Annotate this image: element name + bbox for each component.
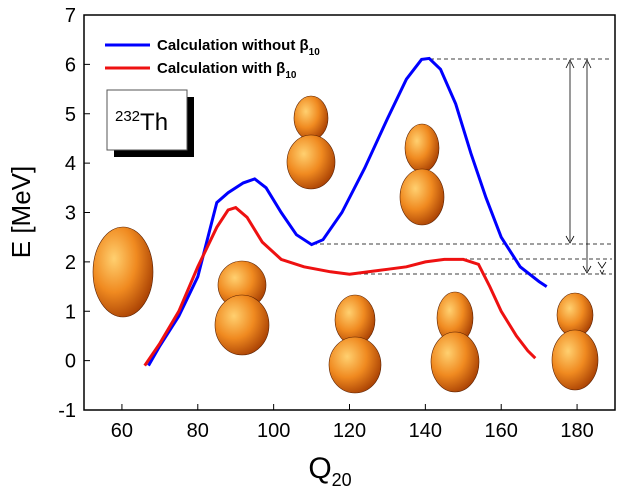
shape	[92, 226, 154, 318]
x-axis-label-sub: 20	[332, 470, 352, 490]
y-tick-label: 7	[65, 5, 76, 27]
y-tick-label: 3	[65, 203, 76, 225]
x-tick-label: 120	[333, 420, 366, 442]
legend-sub: 10	[285, 70, 297, 81]
difference-markers	[313, 58, 612, 275]
nuclear-shapes	[92, 95, 599, 394]
shape	[328, 294, 382, 394]
x-tick-label: 60	[111, 420, 133, 442]
y-axis-label: E [MeV]	[6, 166, 36, 258]
series-line	[147, 56, 548, 367]
legend-label: Calculation with β10	[157, 60, 297, 81]
y-tick-label: 0	[65, 351, 76, 373]
legend-sub: 10	[309, 47, 321, 58]
x-axis-label-main: Q	[308, 452, 331, 485]
x-tick-label: 160	[485, 420, 518, 442]
annotation-sup: 232	[115, 108, 140, 125]
y-tick-label: 2	[65, 252, 76, 274]
legend-name: Calculation without β	[157, 37, 309, 54]
shape	[286, 95, 336, 190]
annotation-text: Th	[140, 109, 168, 136]
annotation-box: 232Th	[106, 89, 194, 157]
shape	[214, 260, 270, 356]
x-tick-label: 180	[560, 420, 593, 442]
shape	[399, 123, 445, 226]
legend-label: Calculation without β10	[157, 37, 320, 58]
y-tick-label: 6	[65, 54, 76, 76]
y-tick-label: 5	[65, 104, 76, 126]
legend-name: Calculation with β	[157, 60, 285, 77]
x-tick-label: 80	[187, 420, 209, 442]
shape	[430, 291, 480, 393]
x-axis-label: Q20	[308, 452, 351, 490]
y-tick-label: -1	[58, 400, 76, 422]
y-tick-label: 1	[65, 301, 76, 323]
x-tick-label: 140	[409, 420, 442, 442]
y-tick-label: 4	[65, 153, 76, 175]
shape	[551, 292, 599, 391]
annotation: 232Th	[115, 108, 168, 136]
series-line	[143, 205, 537, 367]
x-tick-label: 100	[257, 420, 290, 442]
